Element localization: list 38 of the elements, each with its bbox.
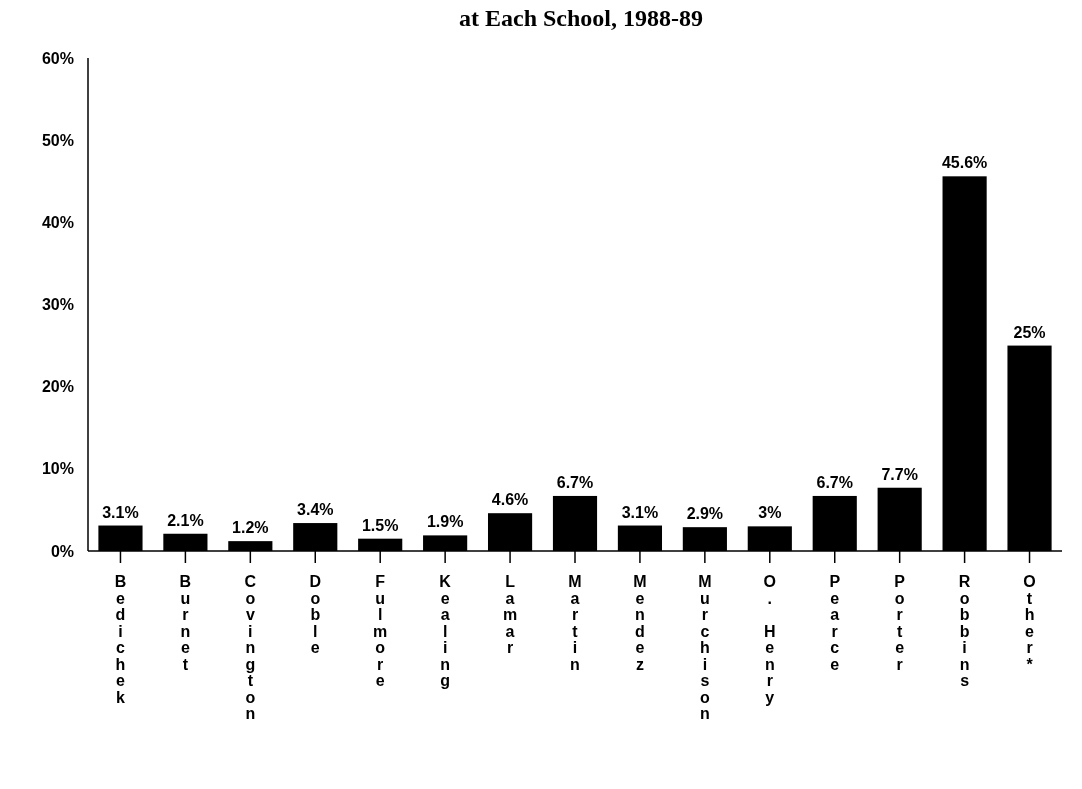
x-tick-label: Lamar [502,573,518,656]
y-tick-label: 40% [41,213,74,231]
x-tick-label: Pearce [829,573,841,673]
x-tick-label: Mendez [633,573,647,673]
y-tick-label: 20% [41,378,74,396]
x-tick-label: Robbins [958,573,971,689]
x-tick-label: Kealing [439,573,452,689]
data-label: 1.9% [426,513,464,531]
y-tick-label: 30% [41,296,74,314]
y-tick-label: 60% [41,49,74,67]
data-label: 25% [1013,323,1046,341]
x-tick-label: Doble [309,573,322,656]
data-label: 1.2% [232,519,269,537]
data-label: 6.7% [816,473,853,491]
data-label: 2.1% [167,511,204,529]
x-tick-label: Burnet [179,573,192,673]
y-tick-label: 50% [41,131,74,149]
y-tick-label: 0% [50,542,74,560]
x-tick-label: Bedichek [114,573,127,706]
x-tick-label: Other* [1023,573,1036,673]
chart-title: at Each School, 1988-89 [458,5,704,31]
x-tick-label: O. Henry [763,573,777,706]
x-tick-label: Porter [894,573,906,673]
x-tick-label: Martin [568,573,582,673]
y-tick-label: 10% [41,460,74,478]
x-tick-label: Fulmore [373,573,388,689]
category-label: Murchison [698,573,712,722]
data-label: 3.4% [297,501,334,519]
category-label: Covington [244,573,257,722]
data-label: 3.1% [621,503,659,521]
data-label: 3.1% [102,503,139,521]
data-label: 2.9% [686,505,724,523]
data-label: 6.7% [556,473,594,491]
data-label: 45.6% [941,154,988,172]
data-label: 1.5% [361,516,399,534]
data-label: 3% [758,504,782,522]
data-label: 7.7% [881,465,918,483]
data-label: 4.6% [491,491,529,509]
